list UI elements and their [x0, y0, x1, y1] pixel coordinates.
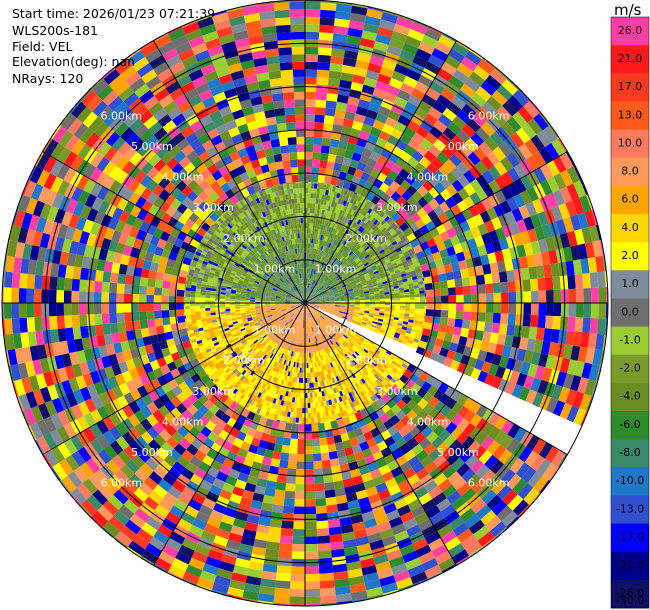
colorbar-tick-label: -26.0 [616, 587, 644, 600]
colorbar-tick-label: 4.0 [621, 221, 639, 234]
ring-label: 5.00km [437, 446, 479, 459]
colorbar-tick-label: 0.0 [621, 305, 639, 318]
colorbar-cell [611, 185, 649, 215]
ring-label: 3.00km [376, 201, 418, 214]
colorbar-tick-label: -21.0 [616, 559, 644, 572]
ring-label: 1.00km [254, 262, 296, 275]
azimuth-spoke [42, 151, 306, 304]
colorbar-tick-label: -1.0 [619, 333, 640, 346]
colorbar-tick-label: 1.0 [621, 277, 639, 290]
colorbar-cell [611, 326, 649, 356]
elevation-label: Elevation(deg): nan [12, 54, 136, 69]
azimuth-spoke [304, 302, 457, 566]
colorbar-tick-label: 8.0 [621, 165, 639, 178]
colorbar-tick-label: -30.0 [616, 594, 644, 607]
colorbar-cell [611, 270, 649, 299]
ring-label: 5.00km [437, 140, 479, 153]
field-label: Field: VEL [12, 39, 73, 54]
ring-label: 6.00km [101, 477, 143, 490]
ring-label: 6.00km [468, 477, 510, 490]
colorbar-cell [611, 411, 649, 440]
colorbar-tick-label: -8.0 [619, 446, 640, 459]
ring-label: 5.00km [131, 140, 173, 153]
ring-label: 5.00km [131, 446, 173, 459]
colorbar-tick-label: 17.0 [618, 80, 643, 93]
nrays-label: NRays: 120 [12, 71, 84, 86]
azimuth-spoke [304, 40, 457, 304]
colorbar: m/s 26.0 21.0 17.0 13.0 10.0 8.0 6.0 4.0 2.0 1.0 0… [610, 1, 650, 609]
colorbar-cell [611, 73, 649, 102]
ring-label: 3.00km [376, 385, 418, 398]
ring-label: 2.00km [223, 232, 265, 245]
colorbar-tick-label: -13.0 [616, 502, 644, 515]
colorbar-tick-label: 21.0 [618, 52, 643, 65]
colorbar-cell [611, 439, 649, 468]
colorbar-tick-label: -2.0 [619, 362, 640, 375]
ring-label: 4.00km [407, 171, 449, 184]
ring-label: 4.00km [162, 415, 204, 428]
azimuth-spoke [153, 302, 306, 566]
colorbar-cell [611, 382, 649, 412]
ring-label: 2.00km [345, 232, 387, 245]
colorbar-tick-label: 6.0 [621, 193, 639, 206]
ring-label: 1.00km [315, 262, 357, 275]
ring-label: 3.00km [192, 385, 234, 398]
colorbar-unit: m/s [614, 1, 642, 19]
colorbar-cell [611, 354, 649, 384]
ring-label: 4.00km [162, 171, 204, 184]
range-ring-labels: 1.00km 1.00km 1.00km 1.00km 2.00km 2.00km 2.00… [101, 109, 510, 489]
ring-label: 2.00km [345, 354, 387, 367]
colorbar-cell [611, 298, 649, 328]
ring-label: 4.00km [407, 415, 449, 428]
colorbar-tick-label: 10.0 [618, 136, 643, 149]
colorbar-cell [611, 551, 649, 581]
ring-label: 1.00km [315, 324, 357, 337]
colorbar-cell [611, 17, 649, 46]
colorbar-tick-label: 2.0 [621, 249, 639, 262]
colorbar-tick-label: -10.0 [616, 474, 644, 487]
azimuth-spoke [153, 40, 306, 304]
colorbar-cell [611, 101, 649, 131]
ring-label: 6.00km [468, 109, 510, 122]
colorbar-cell [611, 467, 649, 496]
colorbar-tick-label: 13.0 [618, 108, 643, 121]
azimuth-spoke [42, 302, 306, 455]
ring-label: 2.00km [223, 354, 265, 367]
ring-label: 3.00km [192, 201, 234, 214]
colorbar-cell [611, 157, 649, 187]
colorbar-tick-label: -6.0 [619, 418, 640, 431]
range-rings [1, 0, 609, 607]
colorbar-cell [611, 129, 649, 159]
start-time-label: Start time: 2026/01/23 07:21:39 [12, 6, 216, 21]
colorbar-cell [611, 214, 649, 243]
outer-ring [1, 0, 609, 607]
ring-label: 6.00km [101, 109, 143, 122]
colorbar-cell [611, 45, 649, 74]
colorbar-tick-label: -4.0 [619, 390, 640, 403]
colorbar-cell [611, 579, 649, 609]
azimuth-spoke [304, 151, 568, 304]
colorbar-tick-label: 26.0 [618, 24, 643, 37]
instrument-label: WLS200s-181 [12, 23, 98, 38]
colorbar-cell [611, 495, 649, 525]
colorbar-cell [611, 523, 649, 553]
ring-label: 1.00km [254, 324, 296, 337]
azimuth-spoke [304, 302, 568, 455]
colorbar-cell [611, 242, 649, 271]
colorbar-tick-label: -17.0 [616, 530, 644, 543]
